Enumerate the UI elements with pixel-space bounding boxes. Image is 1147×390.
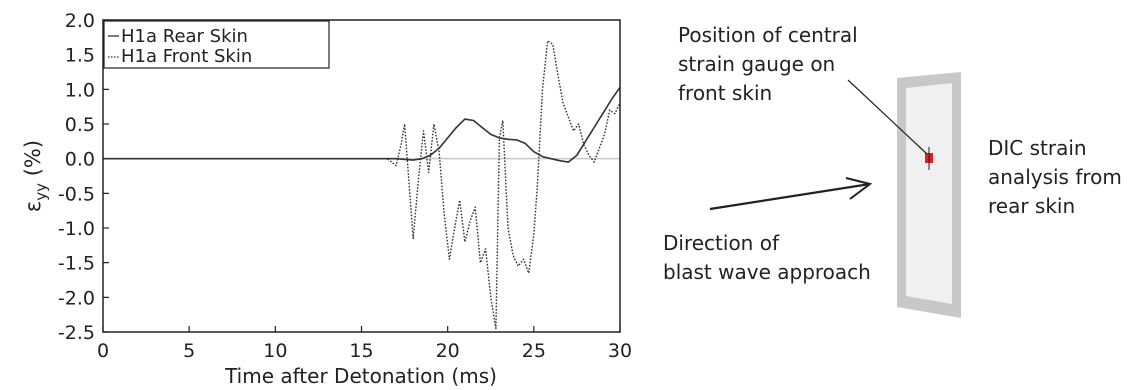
y-axis-subscript: yy	[32, 183, 50, 201]
y-tick-label: 1.0	[65, 79, 95, 101]
y-tick-label: 0.0	[65, 149, 95, 171]
x-tick-label: 25	[522, 340, 546, 362]
series-line-h1a-front-skin	[103, 40, 621, 330]
tick-layer: 0 5 10 15 20 25 30 2.0 1.5 1.0 0.5 0.0 -0.5 -1.0 -1.5 -…	[58, 10, 632, 362]
dic-annotation-line1: DIC strain	[988, 136, 1087, 160]
series-layer	[103, 40, 621, 330]
x-axis-title: Time after Detonation (ms)	[224, 364, 497, 388]
gauge-annotation-line1: Position of central	[678, 23, 858, 47]
y-tick-label: 0.5	[65, 114, 95, 136]
y-axis-symbol: ε	[21, 201, 45, 212]
blast-arrow-head	[845, 177, 873, 200]
blast-annotation-line1: Direction of	[663, 231, 780, 255]
blast-arrow-shaft	[709, 182, 871, 211]
gauge-annotation-line3: front skin	[678, 81, 772, 105]
y-tick-label: 1.5	[65, 45, 95, 67]
y-tick-label: -1.0	[58, 218, 95, 240]
legend-label-front-skin: H1a Front Skin	[121, 46, 252, 67]
legend-label-rear-skin: H1a Rear Skin	[121, 26, 248, 47]
x-tick-label: 0	[97, 340, 109, 362]
x-tick-label: 20	[436, 340, 460, 362]
y-axis-unit: (%)	[21, 140, 45, 176]
plot-frame	[102, 19, 621, 333]
dic-annotation-line2: analysis from	[988, 165, 1122, 189]
x-tick-label: 15	[349, 340, 373, 362]
x-tick-label: 10	[263, 340, 287, 362]
y-axis-title: εyy (%)	[21, 140, 50, 212]
y-tick-label: -1.5	[58, 253, 95, 275]
legend-box	[103, 20, 330, 69]
y-tick-label: -0.5	[58, 183, 95, 205]
dic-annotation-line3: rear skin	[988, 194, 1075, 218]
blast-annotation-line2: blast wave approach	[663, 260, 871, 284]
panel-face	[906, 83, 952, 304]
x-tick-label: 30	[608, 340, 632, 362]
y-tick-label: 2.0	[65, 10, 95, 32]
legend: H1a Rear Skin H1a Front Skin	[103, 20, 330, 69]
x-tick-label: 5	[183, 340, 195, 362]
y-tick-label: -2.0	[58, 287, 95, 309]
series-line-h1a-rear-skin	[103, 86, 621, 163]
y-tick-label: -2.5	[58, 322, 95, 344]
strain-chart: 0 5 10 15 20 25 30 2.0 1.5 1.0 0.5 0.0 -0.5 -1.0 -1.5 -…	[21, 10, 632, 388]
svg-text:εyy (%): εyy (%)	[21, 140, 50, 212]
y-axis-gap	[21, 176, 45, 183]
gauge-leader-line	[847, 79, 928, 155]
specimen-diagram: Position of central strain gauge on fron…	[663, 23, 1122, 318]
gauge-annotation-line2: strain gauge on	[678, 52, 835, 76]
